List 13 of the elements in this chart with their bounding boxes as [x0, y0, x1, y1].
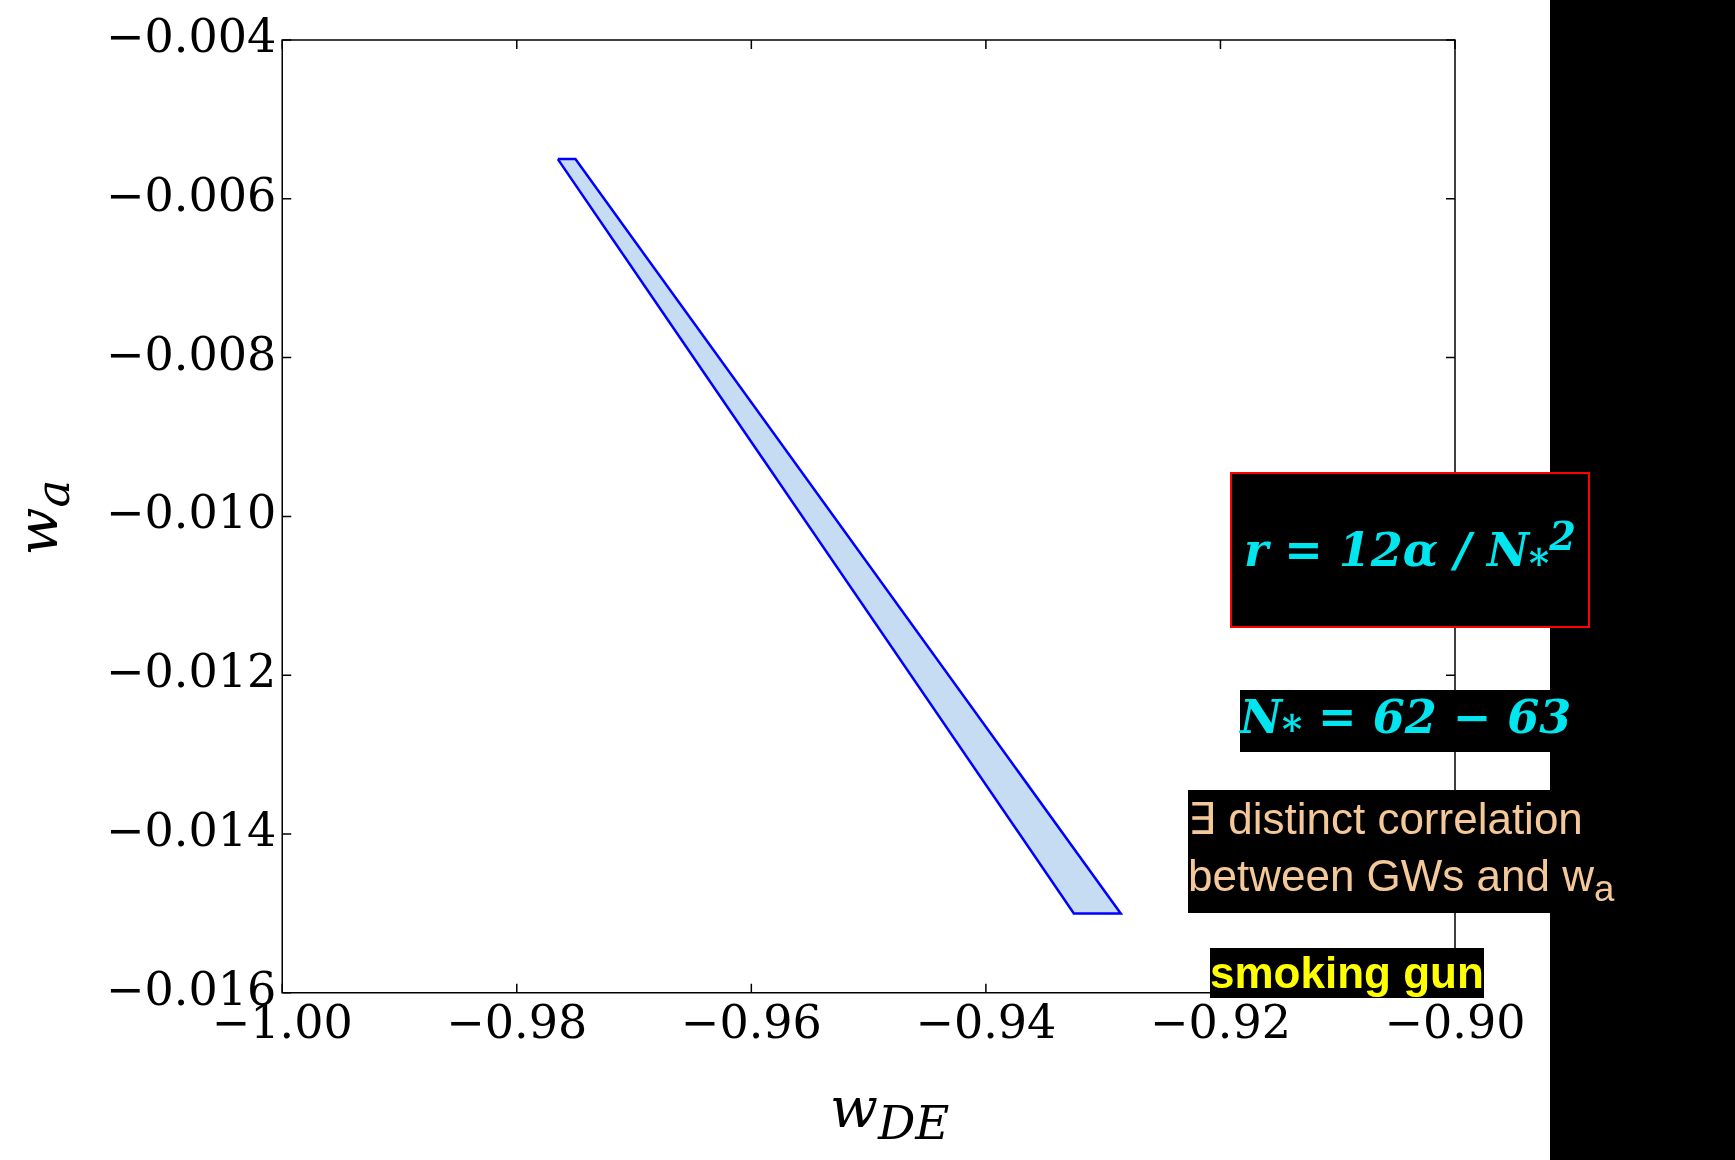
x-tick-label: −0.98 [446, 995, 588, 1050]
y-tick-label: −0.008 [106, 326, 277, 381]
x-tick-label: −0.94 [915, 995, 1057, 1050]
y-tick-label: −0.010 [106, 485, 277, 540]
x-tick-label: −0.92 [1149, 995, 1291, 1050]
x-axis-title: w$_{DE}$ [830, 1075, 950, 1151]
y-tick-label: −0.004 [106, 8, 277, 63]
annotation: ∃ distinct correlation between GWs and w$_{a}$ [1188, 790, 1708, 913]
y-tick-label: −0.014 [106, 802, 277, 857]
x-tick-label: −0.96 [680, 995, 822, 1050]
y-tick-label: −0.006 [106, 167, 277, 222]
annotation: N$_{*}$ = 62 − 63 [1240, 690, 1572, 753]
y-tick-label: −0.012 [106, 644, 277, 699]
